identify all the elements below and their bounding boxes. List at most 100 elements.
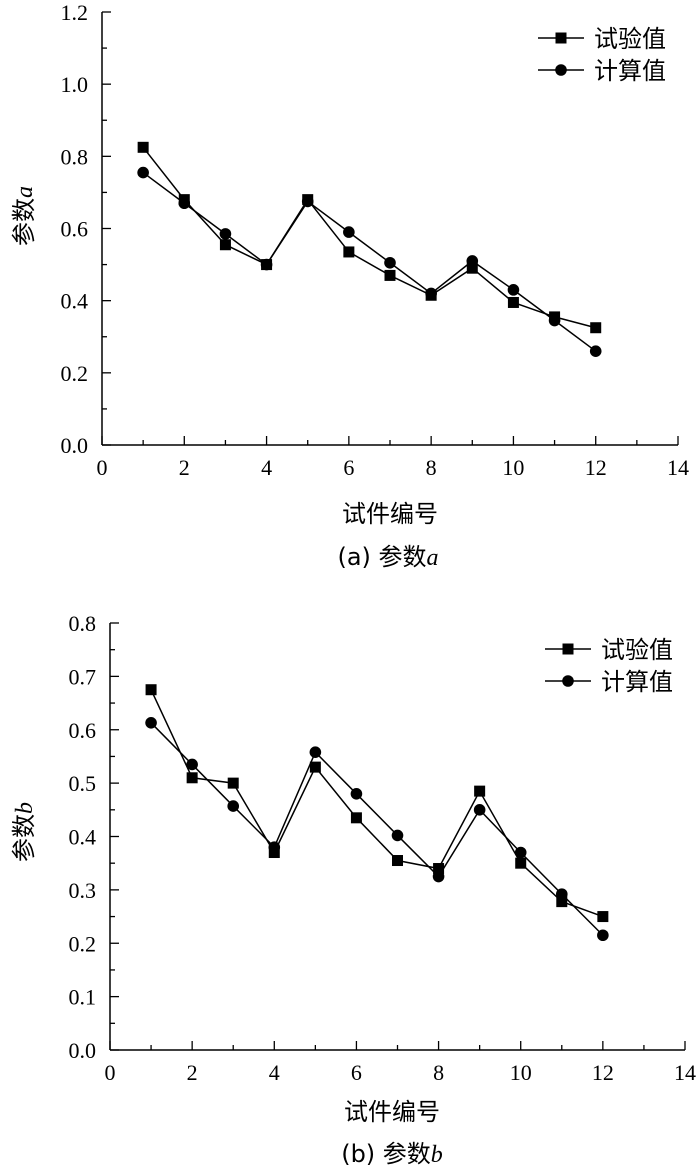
panel-a-x-tick-label: 2: [179, 455, 190, 480]
panel-a-legend-experimental-label: 试验值: [594, 25, 666, 53]
panel-b-y-tick-label: 0.1: [69, 985, 97, 1010]
panel-b-y-axis-title: 参数b: [10, 802, 38, 862]
panel-b-series-experimental-point: [392, 855, 403, 867]
panel-a-x-tick-label: 6: [343, 455, 354, 480]
panel-b-series-calculated-point: [555, 888, 568, 900]
panel-b-y-axis-title-var: b: [12, 802, 38, 814]
panel-a-x-tick-label: 10: [502, 455, 524, 480]
panel-a-series-experimental-point: [137, 141, 149, 153]
panel-b-series-experimental-point: [227, 777, 239, 789]
panel-b-series-experimental-point: [309, 761, 321, 773]
panel-b-caption-var: b: [431, 1142, 443, 1168]
panel-a-series-experimental-point: [507, 296, 519, 308]
panel-b-y-tick-label: 0.8: [69, 611, 97, 636]
panel-a-legend-experimental-marker: [555, 32, 567, 44]
panel-b-series-experimental-point: [556, 896, 568, 908]
panel-a-y-tick-label: 0.6: [61, 217, 89, 242]
panel-a-x-tick-label: 4: [261, 455, 272, 480]
panel-b-x-tick-label: 8: [433, 1060, 444, 1085]
panel-b-x-tick-label: 12: [592, 1060, 614, 1085]
panel-a-y-tick-label: 0.8: [61, 144, 89, 169]
panel-b-series-calculated-line: [150, 722, 604, 936]
panel-a-caption-prefix: (a) 参数: [337, 543, 426, 571]
panel-b-y-tick-label: 0.0: [69, 1038, 97, 1063]
panel-a-series-experimental-point: [219, 239, 231, 251]
panel-b-series-calculated-point: [391, 829, 404, 842]
panel-a-series-calculated-point: [301, 195, 314, 208]
panel-a-y-axis-title-prefix: 参数: [10, 198, 38, 246]
panel-b-legend-calculated-label: 计算值: [601, 668, 673, 696]
panel-b-series-experimental-point: [145, 684, 157, 696]
panel-b-y-tick-label: 0.2: [69, 931, 97, 956]
panel-a-x-tick-label: 12: [585, 455, 607, 480]
panel-b-series-experimental-point: [186, 772, 198, 784]
panel-a-series-calculated-point: [466, 255, 479, 267]
panel-b-series-calculated-point: [186, 758, 198, 771]
panel-b-y-tick-label: 0.5: [69, 771, 97, 796]
panel-a-series-calculated-point: [425, 287, 437, 300]
panel-b-series-experimental-point: [474, 785, 486, 797]
panel-b-series-calculated-point: [145, 717, 157, 729]
panel-a-series-calculated-point: [343, 226, 355, 238]
panel-b-series-calculated-point: [432, 870, 445, 883]
panel-a-y-tick-label: 0.0: [61, 433, 89, 458]
panel-b-caption: (b) 参数b: [341, 1140, 443, 1168]
panel-b-legend-experimental-label: 试验值: [601, 636, 673, 664]
panel-b-y-tick-label: 0.7: [69, 664, 97, 689]
panel-a-series-experimental-point: [384, 269, 396, 281]
panel-a-y-axis-title: 参数a: [10, 186, 38, 246]
panel-b-series-calculated-point: [227, 800, 240, 812]
panel-a-x-axis-title: 试件编号: [342, 500, 438, 528]
panel-a-series-experimental-point: [343, 246, 355, 258]
panel-b-y-axis-title-prefix: 参数: [10, 814, 38, 862]
panel-a-x-tick-label: 0: [97, 455, 108, 480]
panel-b-series-calculated-point: [514, 846, 527, 859]
panel-a-caption: (a) 参数a: [337, 543, 438, 571]
panel-a-x-tick-label: 8: [426, 455, 437, 480]
panel-a-series-calculated-point: [178, 197, 191, 210]
panel-a-series-calculated-point: [219, 228, 232, 240]
panel-a-x-tick-label: 14: [667, 455, 689, 480]
panel-a-legend-calculated-label: 计算值: [594, 57, 666, 85]
panel-b-series-experimental-point: [350, 812, 362, 824]
panel-a-series-calculated-point: [137, 166, 149, 179]
panel-a-y-tick-label: 0.4: [61, 289, 89, 314]
panel-b-x-tick-label: 2: [187, 1060, 198, 1085]
panel-b-series-experimental-point: [597, 911, 609, 923]
panel-b-y-tick-label: 0.6: [69, 718, 97, 743]
panel-b-x-tick-label: 14: [674, 1060, 696, 1085]
panel-b-series-experimental-point: [433, 863, 445, 875]
panel-b-y-tick-label: 0.3: [69, 878, 97, 903]
panel-b-series-calculated-point: [597, 929, 609, 942]
panel-b-series-experimental-line: [150, 689, 604, 918]
panel-a-caption-var: a: [427, 545, 439, 571]
panel-a-series-experimental-point: [590, 322, 602, 334]
panel-a-series-calculated-point: [384, 256, 396, 269]
panel-a-y-axis-title-var: a: [12, 186, 38, 198]
panel-b-x-tick-label: 0: [105, 1060, 116, 1085]
panel-a-series-calculated-point: [507, 284, 520, 296]
panel-b-series-calculated-point: [309, 746, 322, 758]
panel-b-series-experimental-point: [515, 857, 527, 869]
panel-b-series-calculated-point: [350, 788, 363, 800]
panel-b-y-tick-label: 0.4: [69, 825, 97, 850]
panel-b-x-axis-title: 试件编号: [344, 1098, 440, 1126]
panel-b-series-calculated-point: [473, 804, 486, 816]
panel-a-legend-calculated-marker: [555, 64, 567, 76]
panel-b-legend-calculated-marker: [562, 675, 574, 687]
panel-b-x-tick-label: 6: [351, 1060, 362, 1085]
panel-b-x-tick-label: 4: [269, 1060, 280, 1085]
panel-b-x-tick-label: 10: [510, 1060, 532, 1085]
panel-a-series-experimental-line: [142, 146, 596, 329]
panel-a-y-tick-label: 1.0: [61, 72, 89, 97]
panel-a-y-tick-label: 1.2: [61, 0, 89, 25]
panel-a-y-tick-label: 0.2: [61, 361, 89, 386]
panel-a-series-calculated-point: [260, 258, 273, 271]
panel-b-series-calculated-point: [268, 841, 281, 853]
panel-a-series-calculated-point: [589, 345, 602, 357]
panel-b-legend-experimental-marker: [562, 643, 574, 655]
panel-a-series-experimental-point: [466, 262, 478, 274]
panel-a-series-calculated-line: [142, 171, 597, 352]
